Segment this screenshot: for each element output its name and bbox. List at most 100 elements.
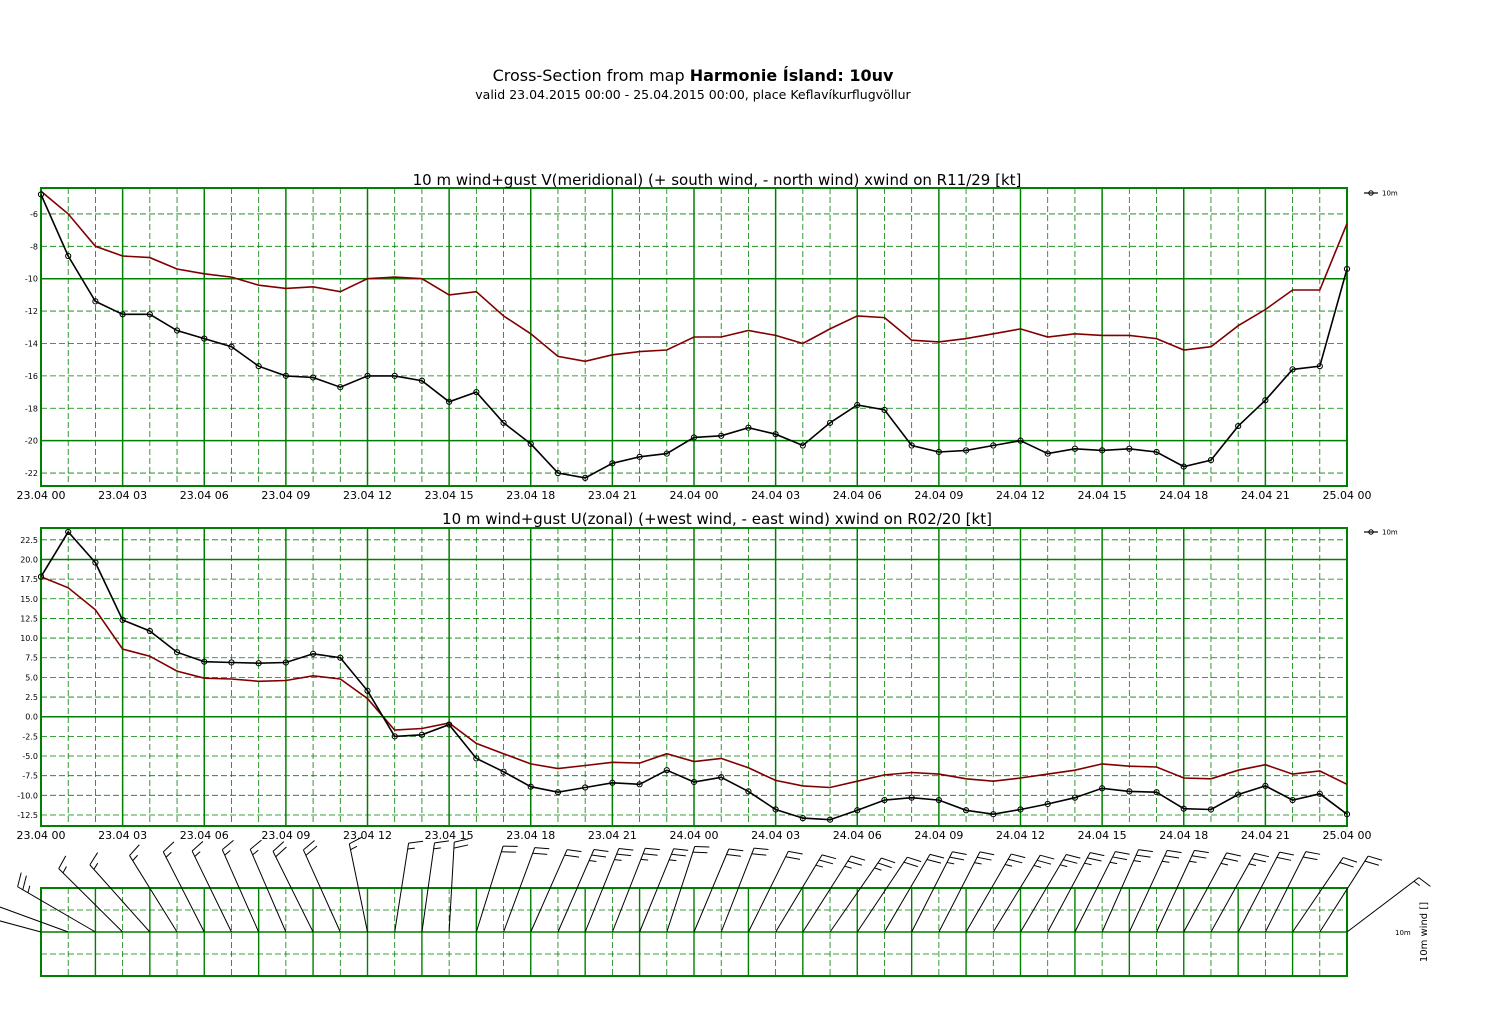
barb-feather <box>979 851 995 856</box>
barb-feather <box>408 840 424 844</box>
barb-staff <box>348 843 368 933</box>
y-tick-label: 12.5 <box>20 614 38 623</box>
barb-staff <box>884 854 931 933</box>
data-point <box>1343 265 1351 273</box>
data-point <box>1017 437 1024 444</box>
data-point <box>1262 782 1269 789</box>
wind-barb <box>775 854 837 933</box>
data-point <box>854 401 861 409</box>
x-tick-label: 23.04 00 <box>17 489 66 502</box>
barb-feather <box>726 854 741 857</box>
legend-label: 10m <box>1395 929 1411 937</box>
data-point <box>554 469 562 477</box>
x-tick-label: 24.04 06 <box>833 489 882 502</box>
barb-staff <box>775 854 823 933</box>
y-tick-label: -16 <box>25 372 38 381</box>
barb-feather <box>249 839 262 850</box>
barb-staff <box>530 849 568 933</box>
x-tick-label: 23.04 12 <box>343 829 392 842</box>
main-title: Cross-Section from map Harmonie Ísland: … <box>0 66 1386 85</box>
wind-barb <box>829 857 896 933</box>
barb-half-feather <box>350 845 358 851</box>
barb-half-feather <box>433 847 441 850</box>
data-point <box>1262 397 1269 404</box>
y-tick-label: -8 <box>30 242 38 251</box>
barb-staff <box>1047 852 1091 933</box>
wind-barb <box>911 851 967 933</box>
barb-staff <box>1319 855 1369 933</box>
wind-barb <box>503 847 550 933</box>
barb-feather <box>1089 852 1105 857</box>
data-point <box>663 767 670 774</box>
wind-barb <box>611 847 660 933</box>
data-point <box>1017 806 1024 813</box>
data-point <box>908 794 915 801</box>
legend: 10m <box>1364 529 1398 537</box>
y-tick-label: -22 <box>25 469 38 478</box>
data-point <box>473 755 480 762</box>
x-tick-label: 24.04 15 <box>1078 489 1127 502</box>
barb-feather <box>566 849 582 853</box>
wind-barb <box>856 856 922 933</box>
barb-feather <box>877 862 892 869</box>
barb-half-feather <box>1004 863 1013 867</box>
data-point <box>990 811 997 818</box>
barb-feather <box>692 851 708 854</box>
barb-feather <box>221 839 234 851</box>
barb-feather <box>673 848 689 851</box>
data-point <box>799 442 806 449</box>
data-point <box>500 768 507 775</box>
wind-barb <box>1020 854 1081 933</box>
wind-barb <box>557 849 609 933</box>
barb-half-feather <box>252 849 259 856</box>
barb-half-feather <box>1060 864 1068 868</box>
barb-half-feather <box>589 860 597 862</box>
data-point <box>255 363 262 370</box>
wind-barb <box>530 849 582 933</box>
barb-feather <box>593 849 609 852</box>
barb-staff <box>302 849 341 933</box>
data-point <box>173 327 181 334</box>
series-10m-line <box>40 530 1348 821</box>
data-point <box>364 372 371 379</box>
wind-barb <box>348 836 368 933</box>
barb-feather <box>191 840 204 852</box>
barb-staff <box>503 847 536 933</box>
wind-barb <box>666 845 710 933</box>
barb-staff <box>992 854 1041 933</box>
barb-feather <box>818 859 834 865</box>
x-tick-label: 23.04 03 <box>98 489 147 502</box>
x-tick-label: 24.04 12 <box>996 829 1045 842</box>
x-tick-label: 23.04 15 <box>425 829 474 842</box>
barb-half-feather <box>194 851 201 857</box>
barb-staff <box>938 851 981 933</box>
wind-barb <box>720 847 769 933</box>
barb-half-feather <box>1248 863 1257 866</box>
data-point <box>1071 445 1079 452</box>
barb-feather <box>275 846 287 858</box>
barb-feather <box>1063 859 1078 864</box>
barb-feather <box>1339 862 1354 868</box>
barb-half-feather <box>946 861 955 865</box>
barb-feather <box>949 856 965 861</box>
barb-feather <box>728 848 744 852</box>
wind-barb <box>965 853 1026 933</box>
legend-label: 10m <box>1382 190 1398 198</box>
data-point <box>391 372 398 379</box>
barb-feather <box>618 848 634 851</box>
x-tick-label: 23.04 15 <box>425 489 474 502</box>
barb-feather <box>532 852 548 855</box>
data-point <box>500 419 507 426</box>
wind-barb <box>302 840 341 933</box>
barb-staff <box>1183 852 1228 933</box>
barb-feather <box>1007 858 1023 864</box>
data-point <box>772 431 779 438</box>
wind-barb <box>0 920 42 933</box>
data-point <box>1126 788 1133 795</box>
data-point <box>1343 811 1351 818</box>
wind-barb <box>448 838 469 933</box>
barb-staff <box>0 906 69 933</box>
data-point <box>37 191 45 198</box>
wind-barb <box>1156 849 1209 933</box>
barb-feather <box>1251 858 1267 863</box>
